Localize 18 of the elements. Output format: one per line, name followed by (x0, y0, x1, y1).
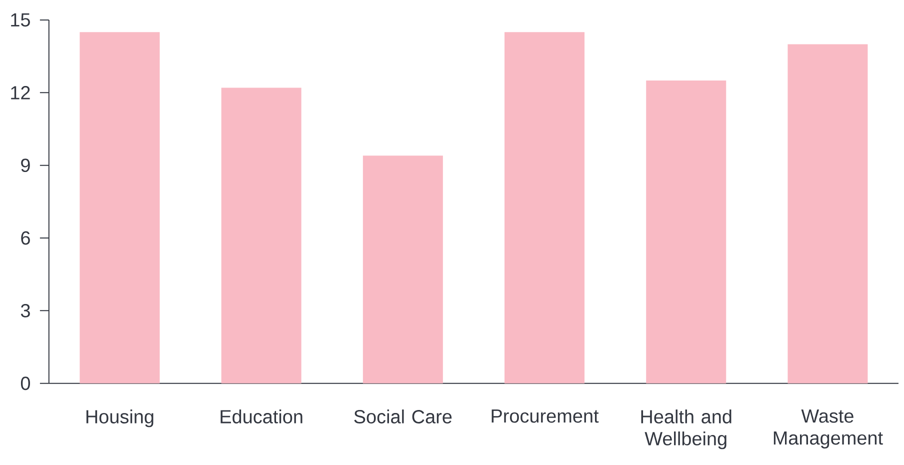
y-tick-label: 6 (21, 231, 30, 245)
x-tick-label: Social Care (354, 409, 452, 424)
bar (504, 32, 585, 384)
bar (362, 156, 443, 384)
y-tick-label: 0 (20, 376, 30, 390)
bar (221, 88, 302, 384)
y-tick-label: 15 (11, 13, 30, 26)
x-tick-label: Waste Management (774, 409, 883, 448)
bar (788, 44, 868, 384)
x-tick-label: Procurement (492, 409, 599, 423)
y-tick-label: 9 (21, 158, 30, 172)
x-tick-label: Housing (86, 409, 154, 428)
x-tick-label: Education (220, 409, 302, 424)
bar (646, 80, 726, 384)
y-tick-label: 12 (11, 86, 30, 100)
y-tick-label: 3 (20, 304, 30, 318)
bar (80, 32, 160, 384)
x-tick-label: Health and Wellbeing (641, 409, 732, 450)
